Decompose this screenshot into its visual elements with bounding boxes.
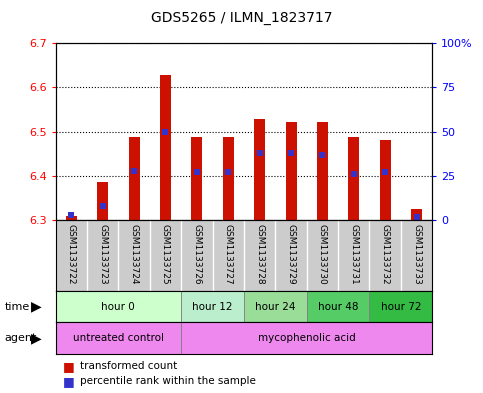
- Text: GSM1133731: GSM1133731: [349, 224, 358, 285]
- Bar: [244, 291, 307, 322]
- Bar: [317, 122, 328, 220]
- Text: GSM1133730: GSM1133730: [318, 224, 327, 285]
- Text: GSM1133722: GSM1133722: [67, 224, 76, 284]
- Bar: [369, 291, 432, 322]
- Bar: [160, 75, 171, 220]
- Bar: [348, 137, 359, 220]
- Text: GSM1133733: GSM1133733: [412, 224, 421, 285]
- Bar: [181, 322, 432, 354]
- Text: GSM1133726: GSM1133726: [192, 224, 201, 284]
- Text: transformed count: transformed count: [80, 361, 177, 371]
- Text: agent: agent: [5, 333, 37, 343]
- Text: ■: ■: [63, 360, 74, 373]
- Bar: [66, 216, 77, 220]
- Text: percentile rank within the sample: percentile rank within the sample: [80, 376, 256, 386]
- Bar: [128, 137, 140, 220]
- Text: GSM1133728: GSM1133728: [255, 224, 264, 284]
- Text: hour 24: hour 24: [255, 301, 296, 312]
- Text: ■: ■: [63, 375, 74, 388]
- Text: time: time: [5, 301, 30, 312]
- Bar: [191, 137, 202, 220]
- Text: hour 12: hour 12: [192, 301, 233, 312]
- Text: ▶: ▶: [31, 331, 42, 345]
- Bar: [254, 119, 265, 220]
- Bar: [411, 209, 422, 220]
- Bar: [97, 182, 108, 220]
- Text: GSM1133729: GSM1133729: [286, 224, 296, 284]
- Text: hour 72: hour 72: [381, 301, 421, 312]
- Text: GSM1133723: GSM1133723: [98, 224, 107, 284]
- Text: hour 0: hour 0: [101, 301, 135, 312]
- Text: hour 48: hour 48: [318, 301, 358, 312]
- Bar: [380, 140, 391, 220]
- Bar: [181, 291, 244, 322]
- Bar: [223, 137, 234, 220]
- Bar: [56, 322, 181, 354]
- Text: ▶: ▶: [31, 299, 42, 314]
- Bar: [285, 122, 297, 220]
- Text: mycophenolic acid: mycophenolic acid: [258, 333, 355, 343]
- Text: GSM1133724: GSM1133724: [129, 224, 139, 284]
- Text: GSM1133727: GSM1133727: [224, 224, 233, 284]
- Bar: [56, 291, 181, 322]
- Text: untreated control: untreated control: [73, 333, 164, 343]
- Text: GSM1133725: GSM1133725: [161, 224, 170, 284]
- Bar: [307, 291, 369, 322]
- Text: GDS5265 / ILMN_1823717: GDS5265 / ILMN_1823717: [151, 11, 332, 25]
- Text: GSM1133732: GSM1133732: [381, 224, 390, 284]
